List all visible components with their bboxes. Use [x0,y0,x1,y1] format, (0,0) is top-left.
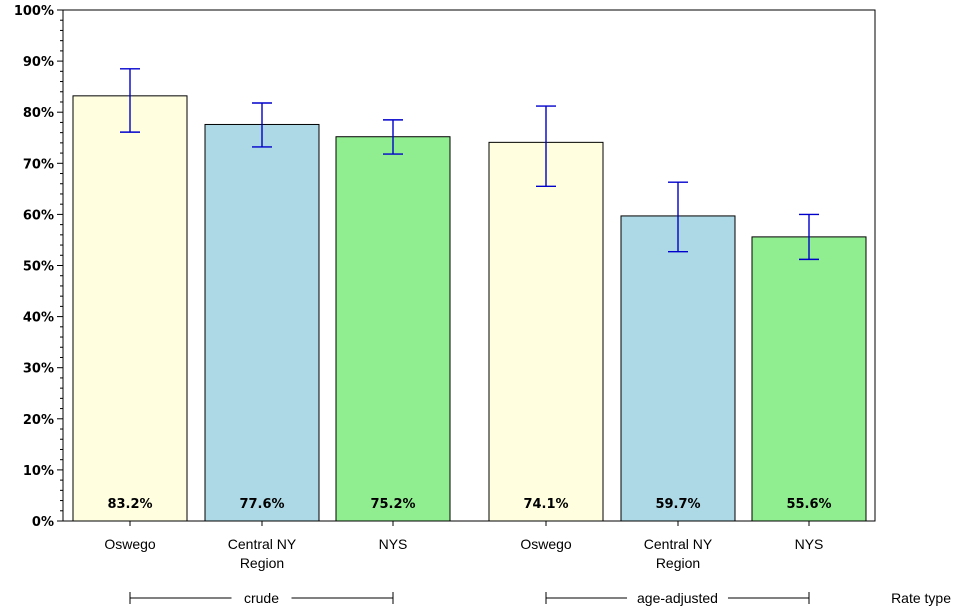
y-axis: 0% 10% 20% 30% 40% 50% 60% 70% 80% 90% 100% [14,4,63,530]
y-tick-label: 10% [23,464,54,479]
bar [488,141,604,522]
bar [204,123,320,522]
bar [751,236,867,522]
y-tick-label: 90% [23,55,54,70]
y-tick-label: 30% [23,362,54,377]
plot-frame [62,9,876,522]
y-tick-label: 0% [32,515,54,530]
y-tick-label: 20% [23,413,54,428]
bar-value-label: 75.2% [370,497,415,512]
bar [620,215,736,522]
y-tick-label: 70% [23,157,54,172]
bar-value-label: 74.1% [523,497,568,512]
y-tick-label: 40% [23,311,54,326]
bar [335,136,451,522]
bar-value-label: 55.6% [786,497,831,512]
category-label: NYS [795,536,824,552]
bar [72,95,188,522]
category-label: Central NY [644,536,713,552]
bar-value-label: 77.6% [239,497,284,512]
group-label: crude [244,590,279,606]
category-label: NYS [379,536,408,552]
y-tick-label: 60% [23,208,54,223]
category-label: Region [240,555,284,571]
y-tick-label: 80% [23,106,54,121]
group-axis: crude age-adjusted Rate type [129,590,951,606]
bar-value-label: 59.7% [655,497,700,512]
category-label: Oswego [520,536,572,552]
bar-value-label: 83.2% [107,497,152,512]
group-axis-label: Rate type [891,590,951,606]
y-tick-label: 100% [14,4,54,19]
category-label: Central NY [228,536,297,552]
category-label: Oswego [104,536,156,552]
group-label: age-adjusted [637,590,718,606]
category-label: Region [656,555,700,571]
y-tick-label: 50% [23,260,54,275]
bars: 83.2% 77.6% 75.2% 74.1% 59.7% 55.6% [72,68,867,522]
category-labels: Oswego Central NY Region NYS Oswego Central N… [104,521,823,571]
